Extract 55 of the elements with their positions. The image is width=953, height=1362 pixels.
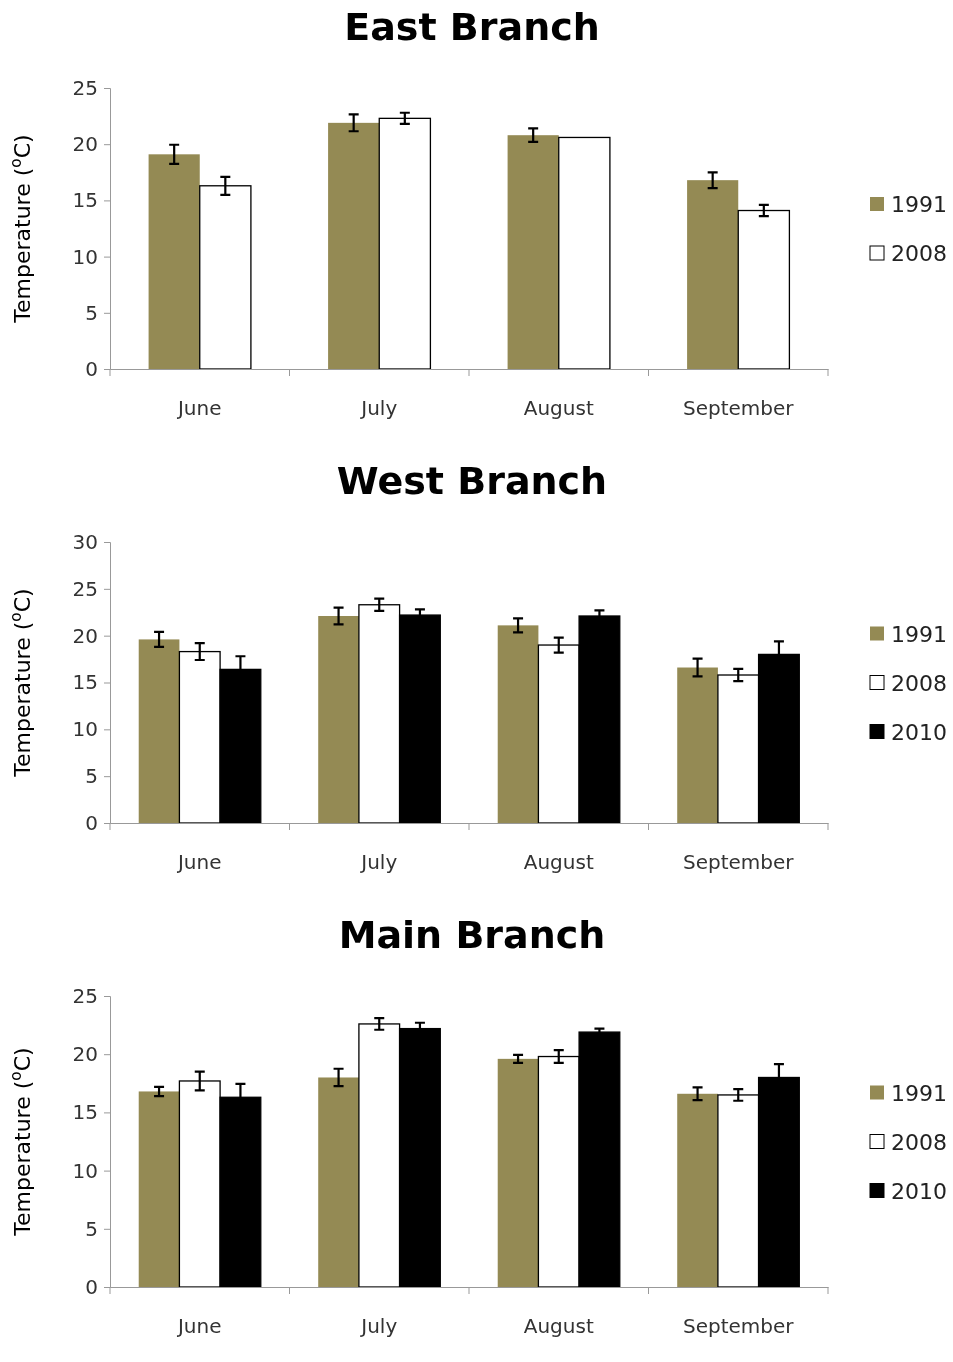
bar xyxy=(318,616,359,823)
y-tick-label: 20 xyxy=(72,1042,98,1067)
y-tick-label: 25 xyxy=(72,75,98,100)
bar xyxy=(328,122,380,369)
y-tick-label: 15 xyxy=(72,670,98,695)
y-tick-label: 15 xyxy=(72,188,98,213)
x-tick-label: September xyxy=(682,850,795,875)
bar xyxy=(507,135,559,369)
x-tick-label: July xyxy=(359,850,398,875)
legend-label: 2008 xyxy=(891,241,947,266)
y-tick-label: 20 xyxy=(72,623,98,648)
legend-label: 1991 xyxy=(891,621,947,647)
x-tick-label: August xyxy=(523,396,594,421)
chart-title: Main Branch xyxy=(338,913,606,957)
x-tick-label: July xyxy=(359,396,398,421)
y-tick-label: 20 xyxy=(72,132,98,157)
y-tick-label: 5 xyxy=(85,300,98,325)
y-tick-label: 5 xyxy=(85,764,98,789)
y-tick-label: 0 xyxy=(85,356,98,381)
bar xyxy=(148,154,200,369)
bar xyxy=(318,1077,359,1287)
legend-label: 1991 xyxy=(891,192,947,217)
legend-label: 2008 xyxy=(891,670,947,696)
legend-label: 2010 xyxy=(891,719,947,745)
bar xyxy=(497,625,539,823)
y-tick-label: 10 xyxy=(72,717,98,742)
x-tick-label: August xyxy=(523,1314,594,1339)
legend-label: 1991 xyxy=(891,1080,947,1106)
bar xyxy=(677,1093,718,1287)
y-tick-label: 0 xyxy=(85,810,98,835)
y-tick-label: 25 xyxy=(72,983,98,1008)
x-tick-label: September xyxy=(682,1314,795,1339)
x-tick-label: August xyxy=(523,850,594,875)
bar xyxy=(138,639,180,823)
legend-label: 2010 xyxy=(891,1178,947,1204)
y-tick-label: 15 xyxy=(72,1100,98,1125)
bar xyxy=(138,1091,180,1287)
chart-title: East Branch xyxy=(344,5,600,49)
y-tick-label: 30 xyxy=(72,529,98,554)
y-tick-label: 10 xyxy=(72,1158,98,1183)
x-tick-label: June xyxy=(175,396,222,421)
bar xyxy=(677,667,718,823)
x-tick-label: June xyxy=(175,1314,222,1339)
bar xyxy=(558,136,611,370)
bar xyxy=(497,1058,539,1287)
x-tick-label: June xyxy=(175,850,222,875)
y-tick-label: 25 xyxy=(72,576,98,601)
bar xyxy=(687,180,739,369)
x-tick-label: July xyxy=(359,1314,398,1339)
y-tick-label: 10 xyxy=(72,244,98,269)
y-tick-label: 0 xyxy=(85,1274,98,1299)
chart-title: West Branch xyxy=(336,459,608,503)
x-tick-label: September xyxy=(682,396,795,421)
y-tick-label: 5 xyxy=(85,1216,98,1241)
legend-label: 2008 xyxy=(891,1129,947,1155)
